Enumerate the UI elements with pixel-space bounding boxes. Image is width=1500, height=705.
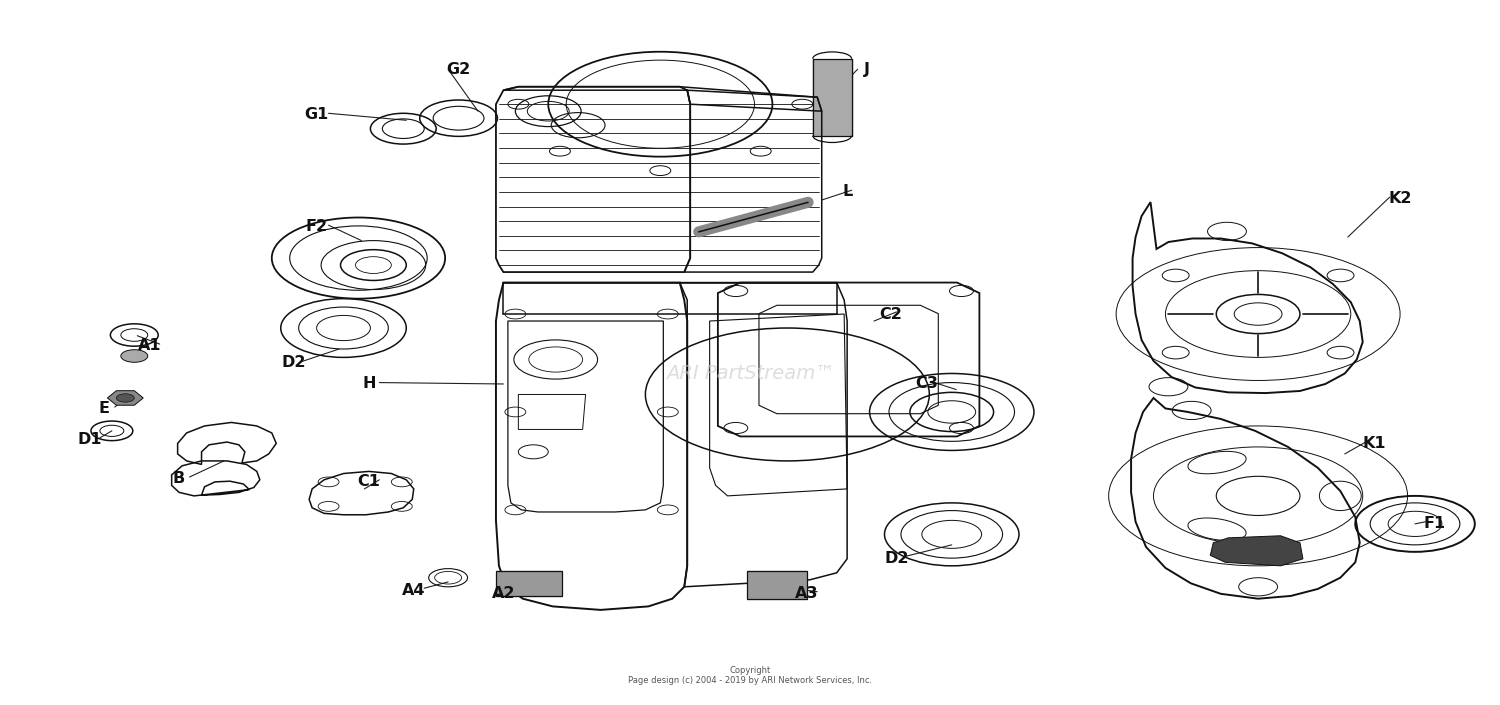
- Text: D2: D2: [884, 551, 909, 566]
- Text: E: E: [99, 401, 109, 416]
- Text: J: J: [864, 62, 870, 77]
- Text: A1: A1: [138, 338, 160, 353]
- Text: A4: A4: [402, 583, 426, 598]
- Circle shape: [117, 394, 135, 402]
- Text: C3: C3: [915, 376, 938, 391]
- Text: D1: D1: [76, 432, 102, 448]
- Text: F2: F2: [306, 219, 327, 234]
- Text: F1: F1: [1424, 516, 1446, 532]
- Text: L: L: [842, 184, 852, 199]
- Text: Copyright
Page design (c) 2004 - 2019 by ARI Network Services, Inc.: Copyright Page design (c) 2004 - 2019 by…: [628, 666, 872, 685]
- Polygon shape: [813, 59, 852, 135]
- Polygon shape: [1210, 536, 1304, 566]
- Text: B: B: [172, 471, 184, 486]
- Polygon shape: [108, 391, 144, 405]
- Text: G1: G1: [304, 107, 328, 122]
- Text: C1: C1: [357, 474, 381, 489]
- Text: D2: D2: [282, 355, 306, 371]
- Text: C2: C2: [879, 307, 902, 321]
- Text: A3: A3: [795, 587, 819, 601]
- Text: G2: G2: [447, 62, 471, 77]
- Text: H: H: [362, 376, 375, 391]
- Text: A2: A2: [492, 587, 514, 601]
- Circle shape: [122, 350, 147, 362]
- Polygon shape: [747, 571, 807, 599]
- Text: K1: K1: [1364, 436, 1386, 451]
- Polygon shape: [496, 571, 561, 596]
- Text: K2: K2: [1389, 191, 1411, 206]
- Text: ARI PartStream™: ARI PartStream™: [666, 364, 834, 383]
